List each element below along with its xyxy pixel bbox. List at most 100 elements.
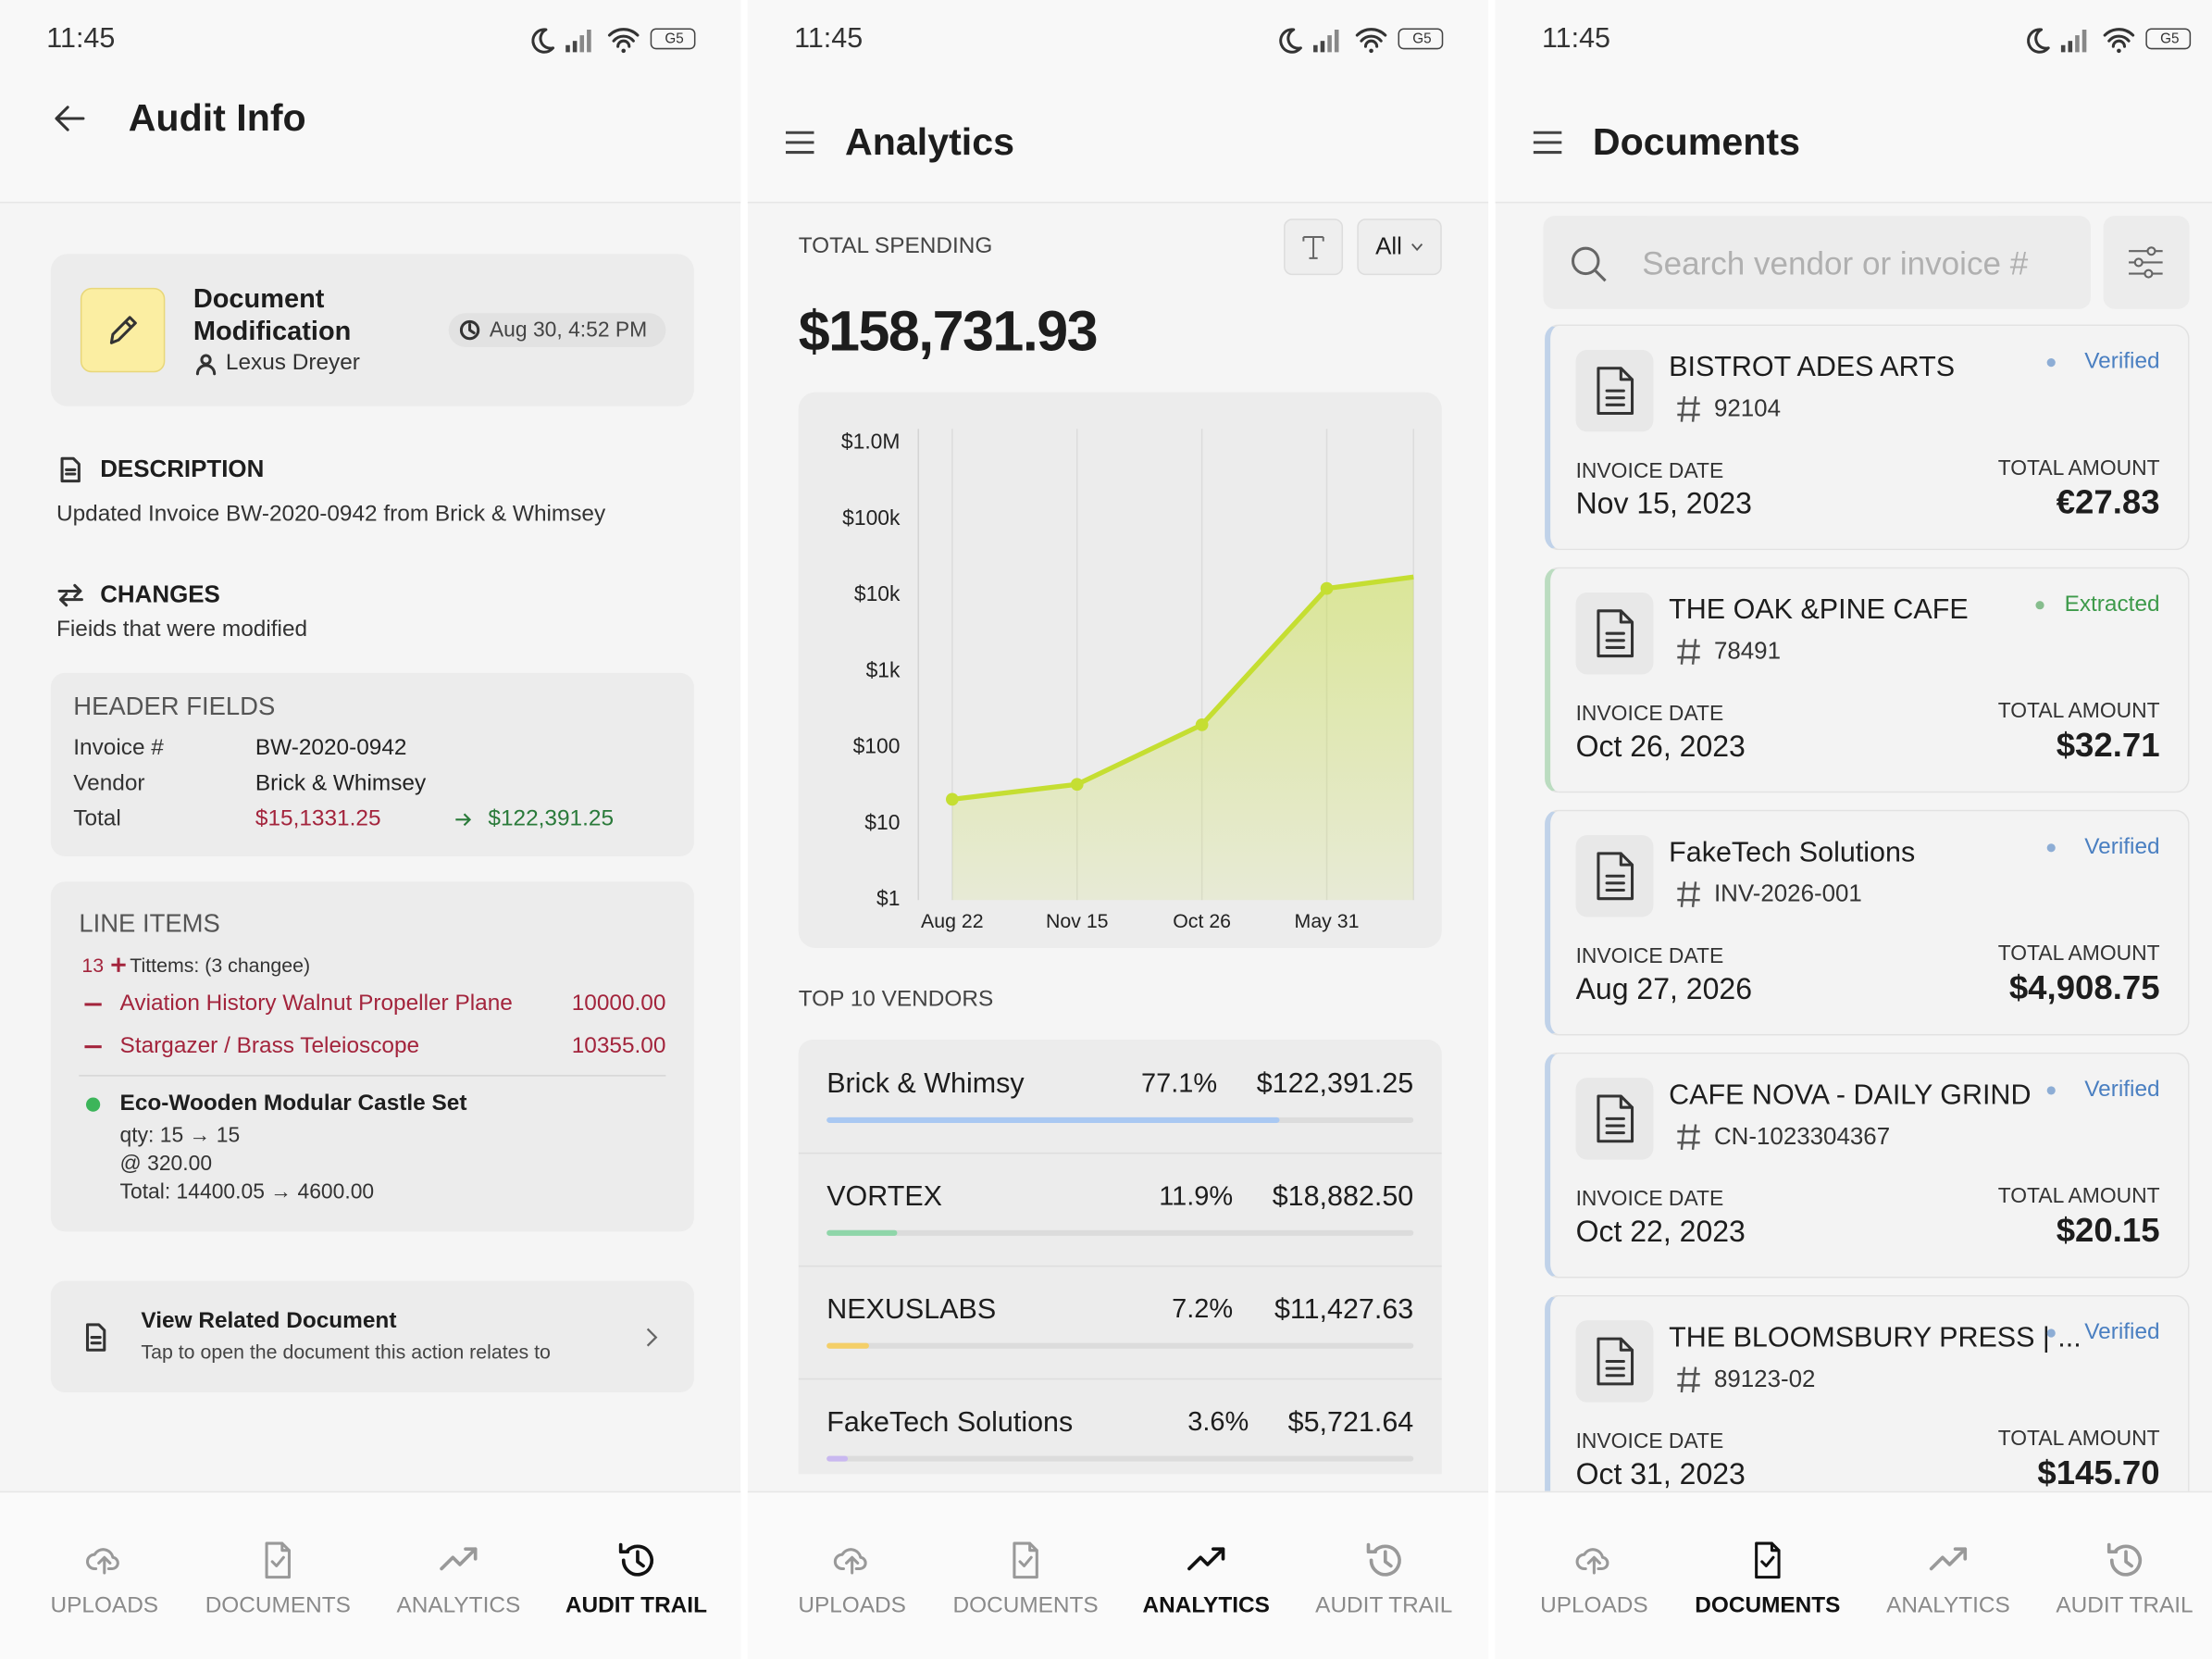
edit-icon-box (80, 287, 166, 373)
bottom-nav: UPLOADS DOCUMENTS ANALYTICS AUDIT TRAIL (0, 1491, 741, 1659)
menu-button[interactable] (785, 131, 814, 155)
x-tick-label: May 31 (1295, 910, 1360, 932)
related-subtitle: Tap to open the document this action rel… (141, 1340, 551, 1364)
app-bar (747, 0, 1489, 204)
nav-icon (618, 1542, 654, 1577)
back-button[interactable] (52, 105, 86, 132)
vendor-share: 3.6% (1187, 1407, 1249, 1438)
chevron-icon-part (646, 1328, 658, 1347)
y-tick-label: $10 (864, 810, 900, 834)
battery-label: G5 (1412, 31, 1432, 48)
signal-icon-part (1334, 30, 1339, 53)
signal-icon-part (572, 41, 578, 53)
user-icon-part (200, 354, 212, 366)
document-icon (85, 1323, 106, 1352)
moon-icon-part (1279, 28, 1302, 54)
vendor-share: 77.1% (1140, 1069, 1218, 1100)
nav-label: ANALYTICS (396, 1593, 521, 1618)
signal-icon-part (2060, 44, 2066, 53)
invoice-number: 92104 (1713, 394, 1782, 422)
nav-icon-part (2106, 1542, 2143, 1577)
battery: G5 (650, 28, 696, 50)
signal-icon-part (1313, 44, 1318, 53)
wifi-icon (1355, 28, 1387, 54)
hash-icon (1677, 881, 1700, 907)
menu-button[interactable] (1533, 131, 1562, 155)
header-fields-card (50, 672, 694, 856)
search-placeholder: Search vendor or invoice # (1642, 244, 2029, 282)
field-label: TOTAL AMOUNT (1997, 699, 2160, 723)
chart: $1 $10 $100 $1k $10k $100k $1.0M Aug 22 Nov 15 Oc… (841, 429, 1415, 932)
field-new-value: $122,391.25 (488, 806, 615, 831)
document-icon (1597, 1337, 1634, 1386)
nav-tab[interactable]: DOCUMENTS (948, 1492, 1103, 1659)
nav-tab[interactable]: DOCUMENTS (1690, 1492, 1845, 1659)
nav-label: DOCUMENTS (1695, 1593, 1841, 1618)
divider (798, 1265, 1442, 1267)
line-items-card (50, 881, 694, 1232)
field-value: Brick & Whimsey (255, 771, 427, 796)
vendor-name: BISTROT ADES ARTS (1669, 352, 1956, 383)
user-icon (195, 354, 217, 376)
clock-icon-part (468, 322, 476, 335)
invoice-date: Nov 15, 2023 (1575, 488, 1752, 521)
dropdown-caret (1410, 243, 1423, 252)
nav-icon-part (86, 1548, 119, 1575)
nav-tab[interactable]: ANALYTICS (1870, 1492, 2026, 1659)
menu-button-part (785, 131, 814, 155)
removed-marker (84, 1003, 102, 1006)
card-heading: HEADER FIELDS (73, 692, 276, 720)
nav-tab[interactable]: UPLOADS (1517, 1492, 1672, 1659)
signal-icon (1313, 30, 1339, 53)
x-tick-label: Oct 26 (1173, 910, 1231, 932)
text-icon (1302, 236, 1324, 259)
nav-tab[interactable]: DOCUMENTS (200, 1492, 355, 1659)
divider (79, 1075, 666, 1077)
moon-icon-part (2027, 28, 2050, 54)
nav-tab[interactable]: AUDIT TRAIL (559, 1492, 715, 1659)
wifi-icon-part (2103, 28, 2135, 48)
nav-icon (440, 1547, 478, 1571)
nav-tab[interactable]: UPLOADS (775, 1492, 930, 1659)
nav-icon (1575, 1548, 1609, 1575)
nav-icon (1187, 1547, 1225, 1571)
vendors-card: Brick & Whimsy $122,391.25 77.1% VORTEX $18,… (798, 1040, 1442, 1475)
plus-icon (111, 957, 126, 972)
field-label: INVOICE DATE (1575, 1187, 1724, 1212)
bottom-nav: UPLOADS DOCUMENTS ANALYTICS AUDIT TRAIL (1495, 1491, 2212, 1659)
nav-tab[interactable]: ANALYTICS (1128, 1492, 1284, 1659)
nav-tab[interactable]: UPLOADS (27, 1492, 182, 1659)
status-dot (2046, 843, 2057, 853)
nav-icon (1929, 1547, 1968, 1571)
hash-icon-part (1677, 1366, 1700, 1393)
filter-dropdown[interactable]: All (1357, 218, 1442, 276)
nav-tab[interactable]: AUDIT TRAIL (2047, 1492, 2203, 1659)
signal-icon-part (587, 30, 591, 53)
clock-icon-part (459, 319, 480, 341)
chevron-icon (646, 1328, 658, 1347)
signal-icon-part (579, 35, 585, 53)
status-dot (2046, 1328, 2057, 1338)
signal-icon (565, 30, 591, 53)
related-document-card[interactable] (50, 1280, 694, 1393)
modified-item-detail: @ 320.00 (119, 1152, 213, 1177)
share-bar (826, 1342, 869, 1349)
nav-label: UPLOADS (50, 1593, 159, 1618)
nav-label: AUDIT TRAIL (1315, 1593, 1453, 1618)
nav-icon-part (1187, 1547, 1225, 1571)
nav-icon (1013, 1541, 1038, 1579)
total-amount: $32.71 (2056, 726, 2160, 765)
removed-item-name: Stargazer / Brass Teleioscope (119, 1033, 420, 1058)
nav-icon-part (1929, 1547, 1968, 1571)
nav-tab[interactable]: AUDIT TRAIL (1306, 1492, 1461, 1659)
nav-tab[interactable]: ANALYTICS (381, 1492, 537, 1659)
y-tick-label: $1 (876, 886, 900, 910)
x-tick-label: Nov 15 (1046, 910, 1109, 932)
filter-icon-part (2146, 246, 2156, 256)
nav-icon-part (833, 1548, 867, 1575)
wifi-icon (607, 28, 640, 54)
search-box[interactable] (1543, 216, 2091, 309)
changes-subtitle: Fieids that were modified (56, 617, 308, 642)
nav-icon (86, 1548, 119, 1575)
